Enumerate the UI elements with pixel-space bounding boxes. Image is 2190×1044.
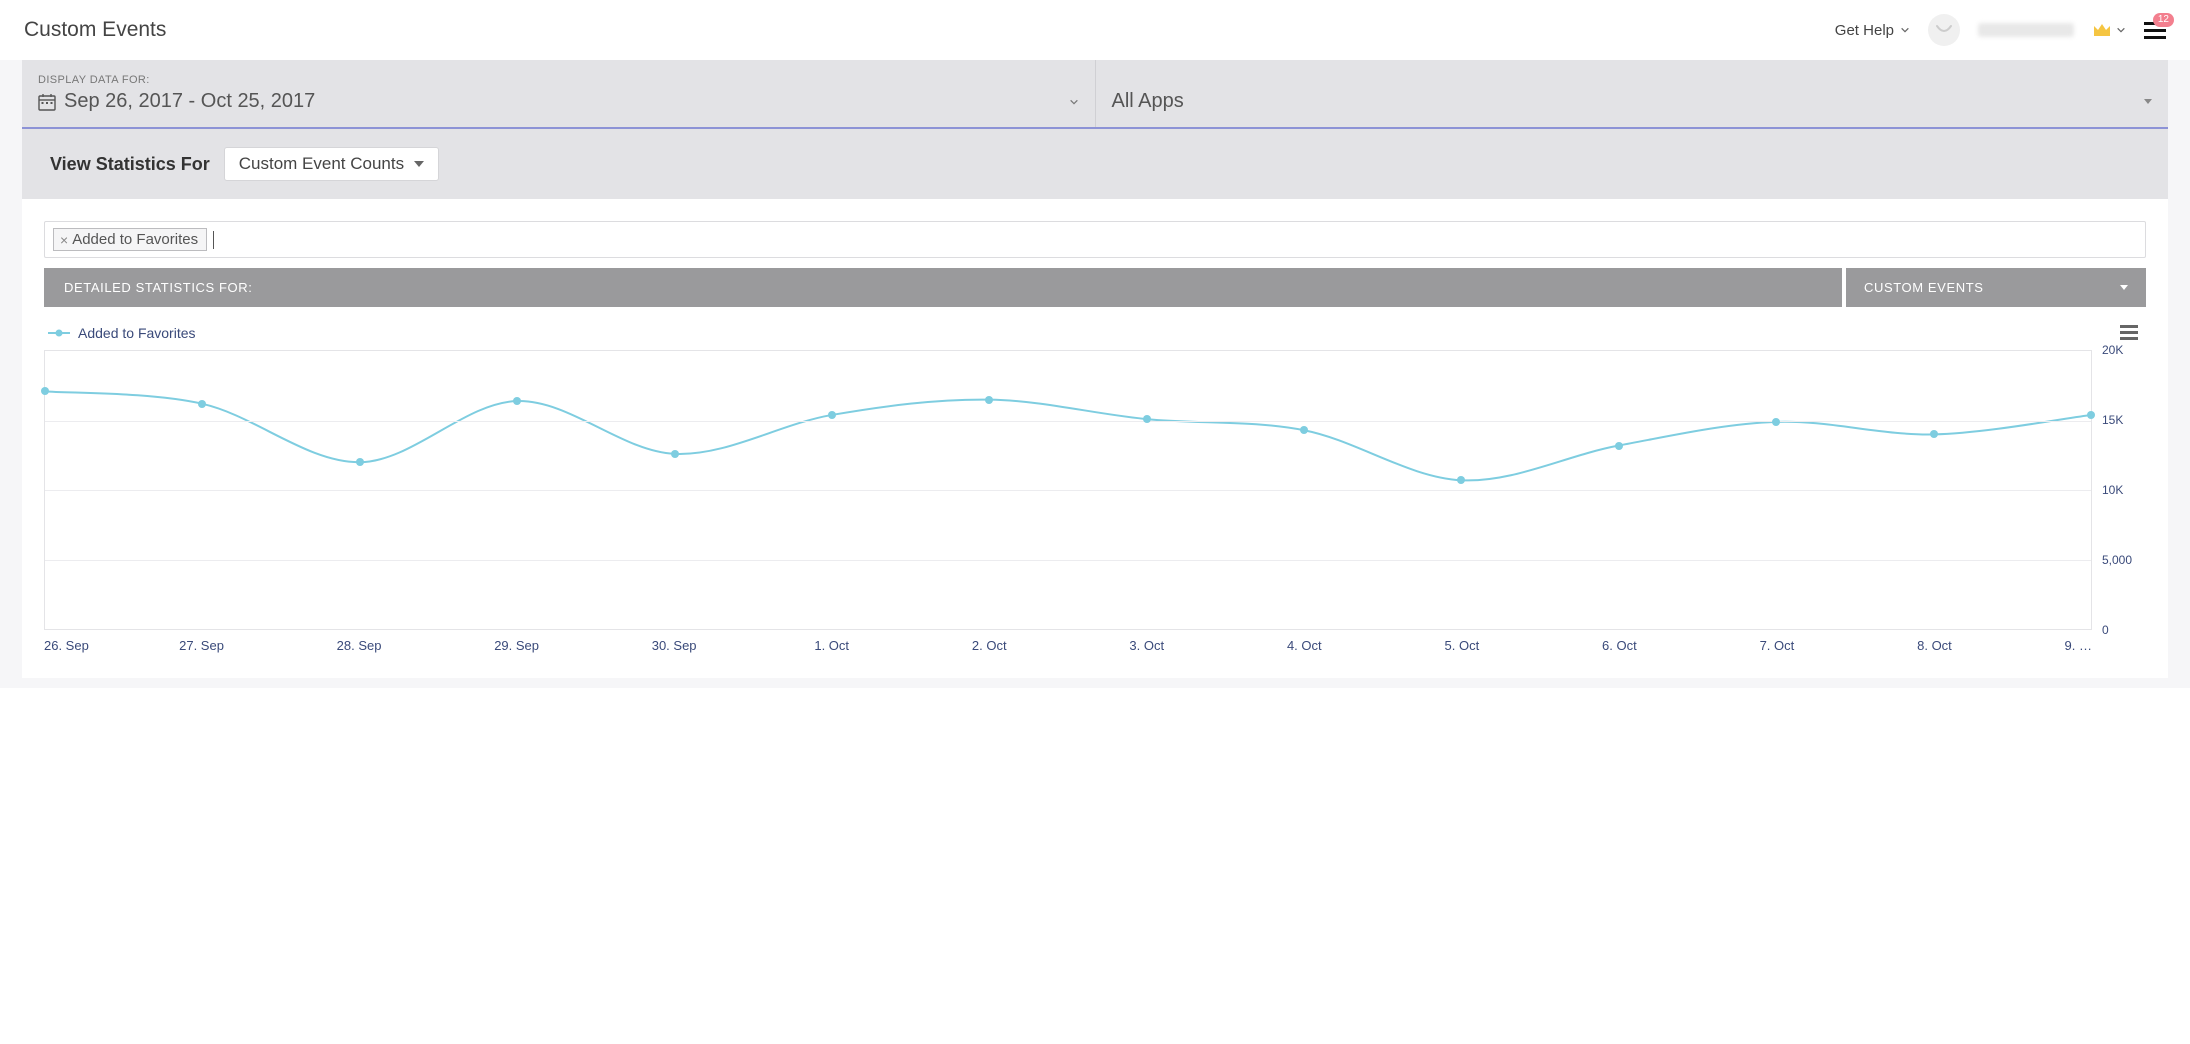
chevron-down-icon <box>2116 25 2126 35</box>
chart-data-point[interactable] <box>41 387 49 395</box>
get-help-label: Get Help <box>1835 22 1894 39</box>
chevron-down-icon <box>1069 97 1079 107</box>
chart-data-point[interactable] <box>828 411 836 419</box>
x-tick-label: 26. Sep <box>44 638 89 653</box>
x-tick-label: 29. Sep <box>494 638 539 653</box>
detail-view-dropdown[interactable]: CUSTOM EVENTS <box>1846 268 2146 307</box>
smile-icon <box>1935 24 1953 36</box>
remove-chip-icon[interactable]: × <box>60 232 68 248</box>
chart-data-point[interactable] <box>1772 418 1780 426</box>
notification-badge: 12 <box>2153 13 2174 27</box>
chart-data-point[interactable] <box>1615 442 1623 450</box>
view-statistics-for-label: View Statistics For <box>50 154 210 175</box>
user-name[interactable] <box>1978 23 2074 37</box>
avatar[interactable] <box>1928 14 1960 46</box>
x-tick-label: 28. Sep <box>337 638 382 653</box>
caret-down-icon <box>414 161 424 167</box>
detail-view-label: CUSTOM EVENTS <box>1864 280 1984 295</box>
apps-value: All Apps <box>1112 90 1184 113</box>
event-filter-input-row[interactable]: × Added to Favorites <box>44 221 2146 258</box>
statistic-type-value: Custom Event Counts <box>239 154 404 174</box>
x-tick-label: 3. Oct <box>1129 638 1164 653</box>
chart-context-menu-button[interactable] <box>2116 321 2142 344</box>
plan-crown-dropdown[interactable] <box>2092 22 2126 38</box>
date-range-value: Sep 26, 2017 - Oct 25, 2017 <box>64 90 315 113</box>
x-tick-label: 9. … <box>2065 638 2092 653</box>
filter-chip[interactable]: × Added to Favorites <box>53 228 207 251</box>
page-title: Custom Events <box>24 18 166 42</box>
text-cursor <box>213 231 214 249</box>
filter-chip-label: Added to Favorites <box>72 231 198 248</box>
crown-icon <box>2092 22 2112 38</box>
chart-data-point[interactable] <box>1300 426 1308 434</box>
chart-y-axis: 05,00010K15K20K <box>2092 350 2146 630</box>
chart-data-point[interactable] <box>1457 476 1465 484</box>
chart-data-point[interactable] <box>1930 430 1938 438</box>
event-filter-input[interactable] <box>220 229 2137 250</box>
y-tick-label: 15K <box>2102 413 2123 427</box>
chart-data-point[interactable] <box>1143 415 1151 423</box>
x-tick-label: 7. Oct <box>1760 638 1795 653</box>
detailed-statistics-for-label: DETAILED STATISTICS FOR: <box>44 268 1842 307</box>
chart-data-point[interactable] <box>985 396 993 404</box>
x-tick-label: 8. Oct <box>1917 638 1952 653</box>
statistic-type-dropdown[interactable]: Custom Event Counts <box>224 147 439 181</box>
y-tick-label: 20K <box>2102 343 2123 357</box>
y-tick-label: 5,000 <box>2102 553 2132 567</box>
x-tick-label: 27. Sep <box>179 638 224 653</box>
chart-data-point[interactable] <box>513 397 521 405</box>
x-tick-label: 2. Oct <box>972 638 1007 653</box>
chart-data-point[interactable] <box>198 400 206 408</box>
chart-data-point[interactable] <box>356 458 364 466</box>
x-tick-label: 30. Sep <box>652 638 697 653</box>
x-tick-label: 4. Oct <box>1287 638 1322 653</box>
y-tick-label: 10K <box>2102 483 2123 497</box>
legend-marker-icon <box>48 332 70 334</box>
x-tick-label: 1. Oct <box>814 638 849 653</box>
display-data-for-label: DISPLAY DATA FOR: <box>38 74 1079 86</box>
x-tick-label: 6. Oct <box>1602 638 1637 653</box>
y-tick-label: 0 <box>2102 623 2109 637</box>
main-menu-button[interactable]: 12 <box>2144 22 2166 39</box>
caret-down-icon <box>2144 99 2152 104</box>
chart-plot-region[interactable] <box>44 350 2092 630</box>
chart-area: 05,00010K15K20K <box>44 350 2146 630</box>
chart-x-axis: 26. Sep 27. Sep 28. Sep 29. Sep 30. Sep 1. Oc… <box>44 638 2092 656</box>
date-range-picker[interactable]: DISPLAY DATA FOR: Sep 26, 2017 - Oct 25,… <box>22 60 1096 127</box>
legend-label: Added to Favorites <box>78 325 196 341</box>
chart-legend-item[interactable]: Added to Favorites <box>48 325 196 341</box>
apps-picker[interactable]: All Apps <box>1096 60 2169 127</box>
chart-data-point[interactable] <box>671 450 679 458</box>
calendar-icon <box>38 93 56 111</box>
apps-label-spacer <box>1112 74 2153 86</box>
caret-down-icon <box>2120 285 2128 290</box>
x-tick-label: 5. Oct <box>1445 638 1480 653</box>
chevron-down-icon <box>1900 25 1910 35</box>
get-help-dropdown[interactable]: Get Help <box>1835 22 1910 39</box>
